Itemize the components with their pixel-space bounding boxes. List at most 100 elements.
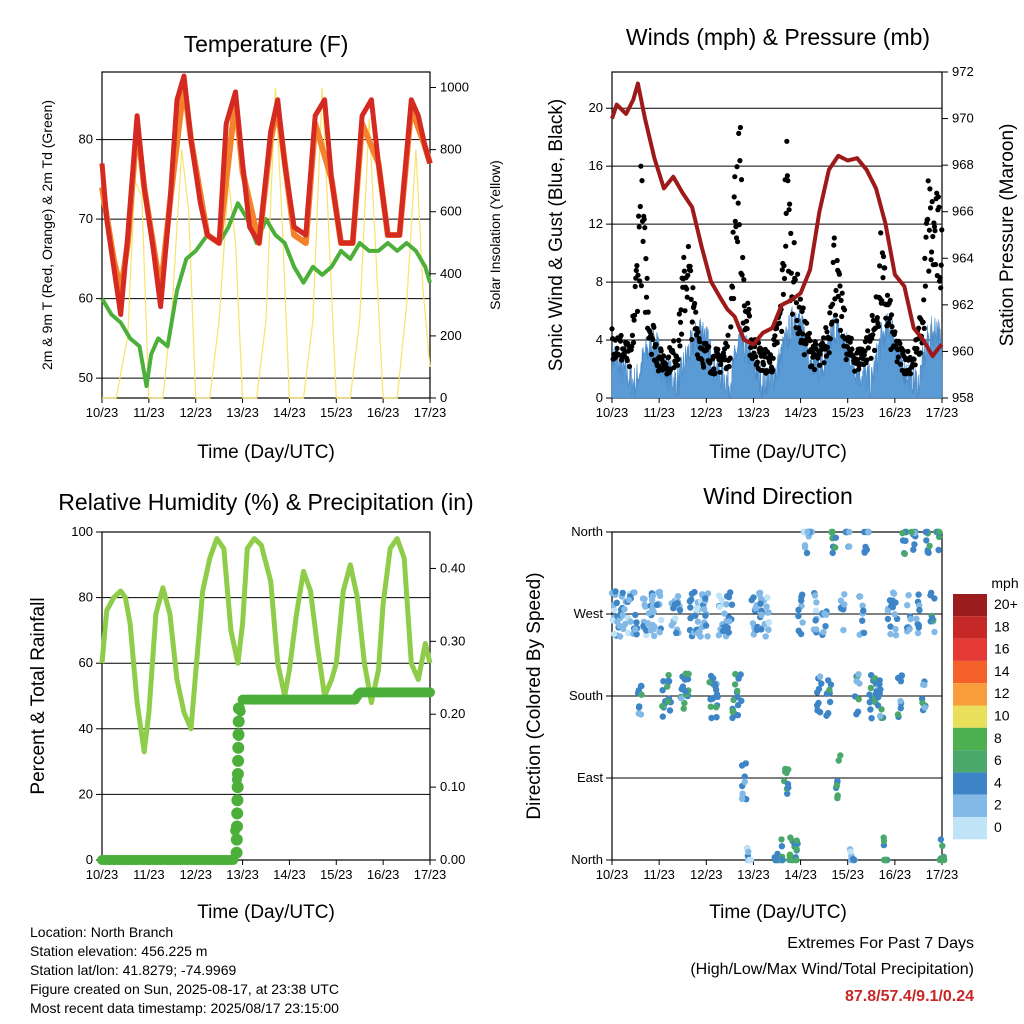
winds-xtick-label: 11/23: [643, 405, 675, 420]
wind-direction-point: [682, 676, 689, 683]
direction-ytick-label: East: [577, 770, 603, 785]
gust-point: [780, 291, 787, 297]
wind-direction-point: [892, 625, 899, 633]
wind-direction-point: [892, 632, 900, 639]
temperature-y2tick-label: 400: [440, 266, 462, 281]
dewpoint-line: [100, 201, 432, 389]
gust-point: [900, 348, 906, 354]
wind-direction-point: [921, 681, 928, 689]
precipitation-points: [97, 687, 435, 865]
wind-direction-point: [610, 606, 618, 614]
wind-direction-point: [861, 549, 868, 556]
temperature-ytick-label: 60: [79, 291, 93, 306]
gust-point: [875, 323, 882, 329]
wind-direction-point: [814, 707, 821, 714]
wind-direction-point: [795, 612, 802, 620]
wind-direction-point: [614, 618, 621, 626]
wind-direction-point: [812, 617, 819, 624]
wind-direction-point: [686, 598, 694, 605]
gust-point: [737, 124, 744, 131]
wind-direction-point: [876, 712, 884, 720]
gust-point: [624, 357, 630, 364]
wind-direction-point: [907, 615, 914, 623]
gust-point: [884, 292, 891, 298]
wind-direction-point: [925, 549, 932, 556]
wind-direction-point: [659, 687, 666, 694]
gust-point: [787, 201, 793, 207]
gust-point: [830, 301, 836, 307]
gust-point: [781, 275, 788, 282]
wind-direction-point: [850, 856, 858, 864]
created-text: Figure created on Sun, 2025-08-17, at 23…: [30, 981, 339, 997]
wind-direction-point: [664, 698, 672, 705]
wind-direction-point: [750, 631, 757, 638]
wind-direction-point: [894, 711, 902, 718]
humidity-xtick-label: 17/23: [414, 867, 447, 882]
latlon-text: Station lat/lon: 41.8279; -74.9969: [30, 962, 237, 978]
gust-point: [797, 296, 804, 302]
gust-point: [784, 138, 790, 144]
wind-direction-point: [921, 704, 929, 711]
humidity-ytick-label: 80: [79, 590, 93, 605]
temperature-xlabel: Time (Day/UTC): [197, 442, 335, 463]
gust-point: [679, 331, 685, 337]
temperature-xtick-label: 17/23: [414, 405, 447, 420]
gust-point: [684, 294, 690, 300]
wind-direction-point: [619, 589, 626, 597]
gust-point: [732, 218, 738, 224]
wind-direction-point: [855, 671, 862, 678]
gust-point: [638, 283, 645, 289]
wind-direction-point: [801, 542, 809, 549]
gust-point: [788, 270, 794, 276]
wind-direction-point: [748, 596, 755, 604]
direction-ytick-label: North: [571, 852, 603, 867]
wind-direction-point: [635, 710, 642, 717]
gust-point: [939, 227, 945, 233]
gust-point: [938, 262, 944, 268]
wind-direction-point: [729, 714, 736, 722]
humidity-ytick-label: 20: [79, 786, 93, 801]
wind-direction-point: [711, 681, 718, 688]
speed-legend-label: 18: [994, 618, 1010, 634]
wind-direction-point: [636, 703, 643, 710]
wind-direction-point: [616, 633, 624, 640]
gust-point: [862, 348, 868, 354]
wind-direction-point: [738, 795, 746, 802]
wind-direction-point: [659, 713, 666, 720]
wind-direction-point: [643, 627, 650, 634]
gust-point: [754, 359, 761, 365]
wind-direction-point: [834, 793, 841, 801]
direction-ytick-label: South: [569, 688, 603, 703]
wind-direction-point: [887, 630, 894, 638]
gust-point: [642, 225, 648, 231]
wind-direction-point: [897, 705, 904, 712]
gust-point: [925, 178, 931, 184]
gust-point: [728, 324, 734, 330]
speed-legend-swatch: [953, 817, 987, 840]
speed-legend-label: 12: [994, 685, 1010, 701]
wind-direction-point: [922, 528, 929, 536]
winds-y2label: Station Pressure (Maroon): [997, 124, 1018, 347]
winds-xtick-label: 14/23: [784, 405, 817, 420]
wind-direction-point: [889, 597, 896, 604]
wind-direction-point: [658, 616, 665, 624]
gust-point: [914, 346, 920, 352]
gust-point: [800, 331, 806, 337]
gust-point: [831, 235, 837, 241]
winds-xtick-label: 17/23: [926, 405, 959, 420]
gust-point: [882, 265, 888, 271]
gust-point: [746, 313, 753, 319]
gust-point: [895, 354, 901, 360]
wind-direction-point: [681, 699, 688, 707]
gust-point: [761, 362, 767, 368]
winds-y2tick-label: 970: [952, 111, 974, 126]
wind-direction-point: [642, 603, 649, 610]
wind-direction-point: [702, 612, 709, 619]
speed-legend-label: 8: [994, 730, 1002, 746]
gust-point: [739, 272, 745, 278]
gust-point: [874, 315, 880, 321]
wind-direction-point: [865, 528, 872, 536]
precipitation-point: [231, 794, 244, 807]
wind-direction-point: [673, 629, 680, 637]
wind-direction-point: [627, 618, 634, 625]
